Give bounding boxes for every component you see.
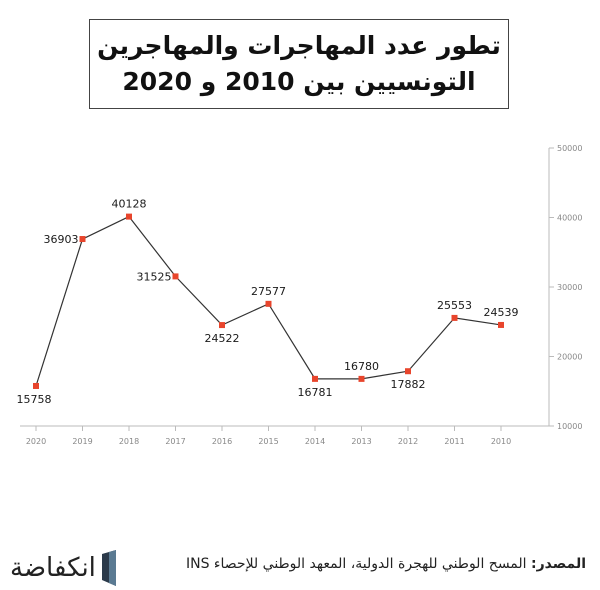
- x-tick-label: 2019: [72, 437, 92, 446]
- chart-title-line-2: التونسيين بين 2010 و 2020: [122, 67, 476, 96]
- data-label: 31525: [137, 270, 172, 283]
- data-label: 36903: [44, 233, 79, 246]
- chart-title-line-1: تطور عدد المهاجرات والمهاجرين: [97, 31, 501, 60]
- x-tick-label: 2014: [305, 437, 325, 446]
- data-point: [358, 375, 365, 382]
- x-tick-label: 2020: [26, 437, 46, 446]
- data-label: 16780: [344, 360, 379, 373]
- data-point: [126, 213, 132, 220]
- x-tick-label: 2012: [398, 437, 418, 446]
- x-tick-label: 2011: [444, 437, 464, 446]
- x-tick-label: 2017: [165, 437, 185, 446]
- x-tick-label: 2018: [119, 437, 139, 446]
- data-label: 15758: [17, 393, 52, 406]
- data-point: [79, 236, 86, 243]
- data-point: [405, 368, 411, 375]
- data-label: 17882: [391, 378, 426, 391]
- x-tick-label: 2010: [491, 437, 511, 446]
- line-chart: 10000 20000 30000 40000 50000 2020 2019 2018 201…: [17, 144, 583, 446]
- data-label: 27577: [251, 285, 286, 298]
- data-point: [451, 314, 458, 321]
- y-tick-label: 10000: [557, 422, 582, 431]
- inkyfada-logo-icon: [101, 550, 116, 586]
- data-label: 40128: [112, 198, 147, 211]
- x-tick-label: 2015: [258, 437, 278, 446]
- data-point: [219, 322, 225, 329]
- logo-text: انكفاضة: [10, 553, 96, 583]
- y-tick-label: 50000: [557, 144, 582, 153]
- data-point: [172, 273, 179, 280]
- logo: انكفاضة: [10, 548, 118, 588]
- x-tick-label: 2013: [351, 437, 371, 446]
- data-label: 24539: [484, 306, 519, 319]
- chart-title-box: تطور عدد المهاجرات والمهاجرين التونسيين …: [89, 19, 509, 109]
- data-label: 24522: [205, 332, 240, 345]
- data-label: 25553: [437, 299, 472, 312]
- source-text: المسح الوطني للهجرة الدولية، المعهد الوط…: [185, 556, 527, 572]
- x-tick-label: 2016: [212, 437, 232, 446]
- data-point: [498, 321, 504, 328]
- y-tick-label: 30000: [557, 283, 582, 292]
- data-point: [33, 382, 39, 389]
- source-label: المصدر:: [531, 556, 586, 572]
- source-note: المصدر: المسح الوطني للهجرة الدولية، الم…: [186, 556, 586, 572]
- footer: انكفاضة المصدر: المسح الوطني للهجرة الدو…: [0, 540, 600, 590]
- data-point: [312, 375, 318, 382]
- data-point: [265, 300, 272, 307]
- y-tick-label: 40000: [557, 214, 582, 223]
- y-tick-label: 20000: [557, 353, 582, 362]
- data-label: 16781: [298, 386, 333, 399]
